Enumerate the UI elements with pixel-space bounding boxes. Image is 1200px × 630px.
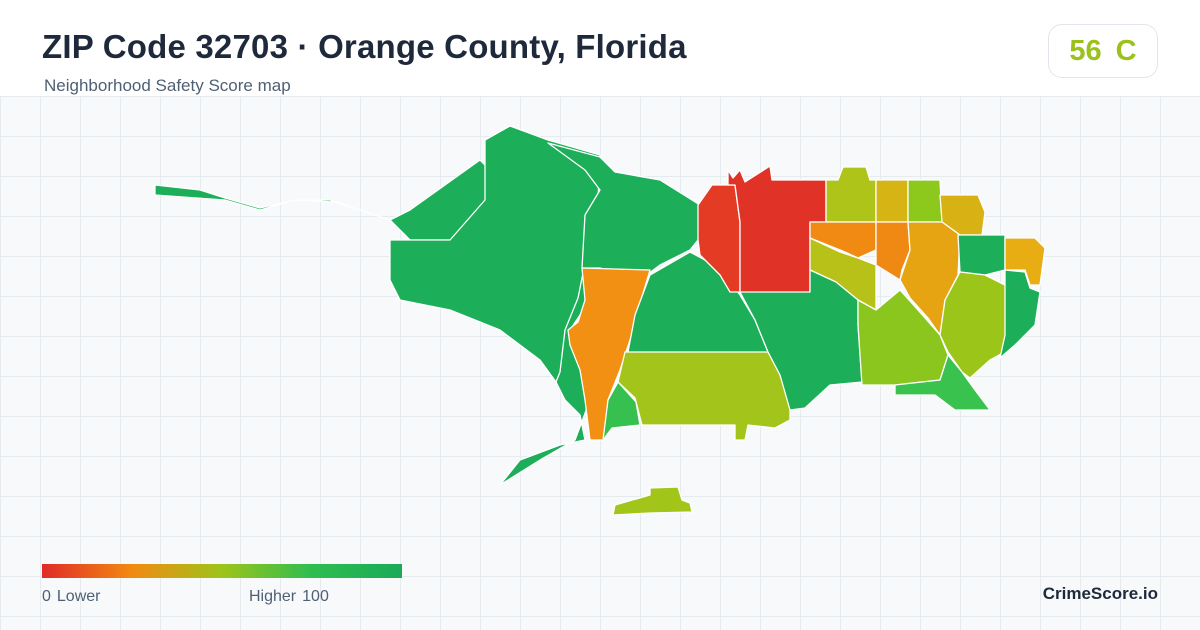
map-region-northwest[interactable] [389, 125, 601, 383]
legend-min-label: Lower [56, 588, 101, 605]
safety-score-value: 56 [1069, 34, 1102, 67]
map-region-far-east[interactable] [999, 269, 1041, 359]
legend-min-value: 0 [42, 588, 51, 605]
map-region-north-yellowgreen[interactable] [825, 166, 877, 223]
map-region-east-green[interactable] [957, 234, 1006, 276]
map-region-south-east[interactable] [739, 269, 863, 411]
safety-score-grade: C [1115, 34, 1137, 67]
map-region-east-yellowgreen[interactable] [939, 271, 1009, 379]
map-region-south-small[interactable] [602, 381, 641, 441]
map-region-north-yellow[interactable] [875, 179, 909, 223]
map-region-north-red-west[interactable] [697, 184, 741, 293]
legend-gradient-bar [42, 564, 402, 578]
map-region-north-green[interactable] [907, 179, 943, 223]
safety-score-card: 56 C [1048, 24, 1158, 78]
header-band [0, 0, 1200, 96]
legend-high-label: Higher 100 [249, 588, 335, 606]
map-region-southeast-bright[interactable] [894, 354, 991, 411]
map-region-south-central[interactable] [617, 351, 791, 441]
legend-low-label: 0 Lower [42, 588, 106, 606]
page-subtitle: Neighborhood Safety Score map [44, 76, 291, 95]
legend-max-value: 100 [302, 588, 329, 605]
legend-max-label: Higher [249, 588, 297, 605]
brand-name[interactable]: CrimeScore.io [1042, 584, 1158, 603]
page-title: ZIP Code 32703 · Orange County, Florida [42, 28, 687, 65]
map-region-west-central[interactable] [547, 142, 701, 281]
map-region-island[interactable] [612, 486, 693, 516]
